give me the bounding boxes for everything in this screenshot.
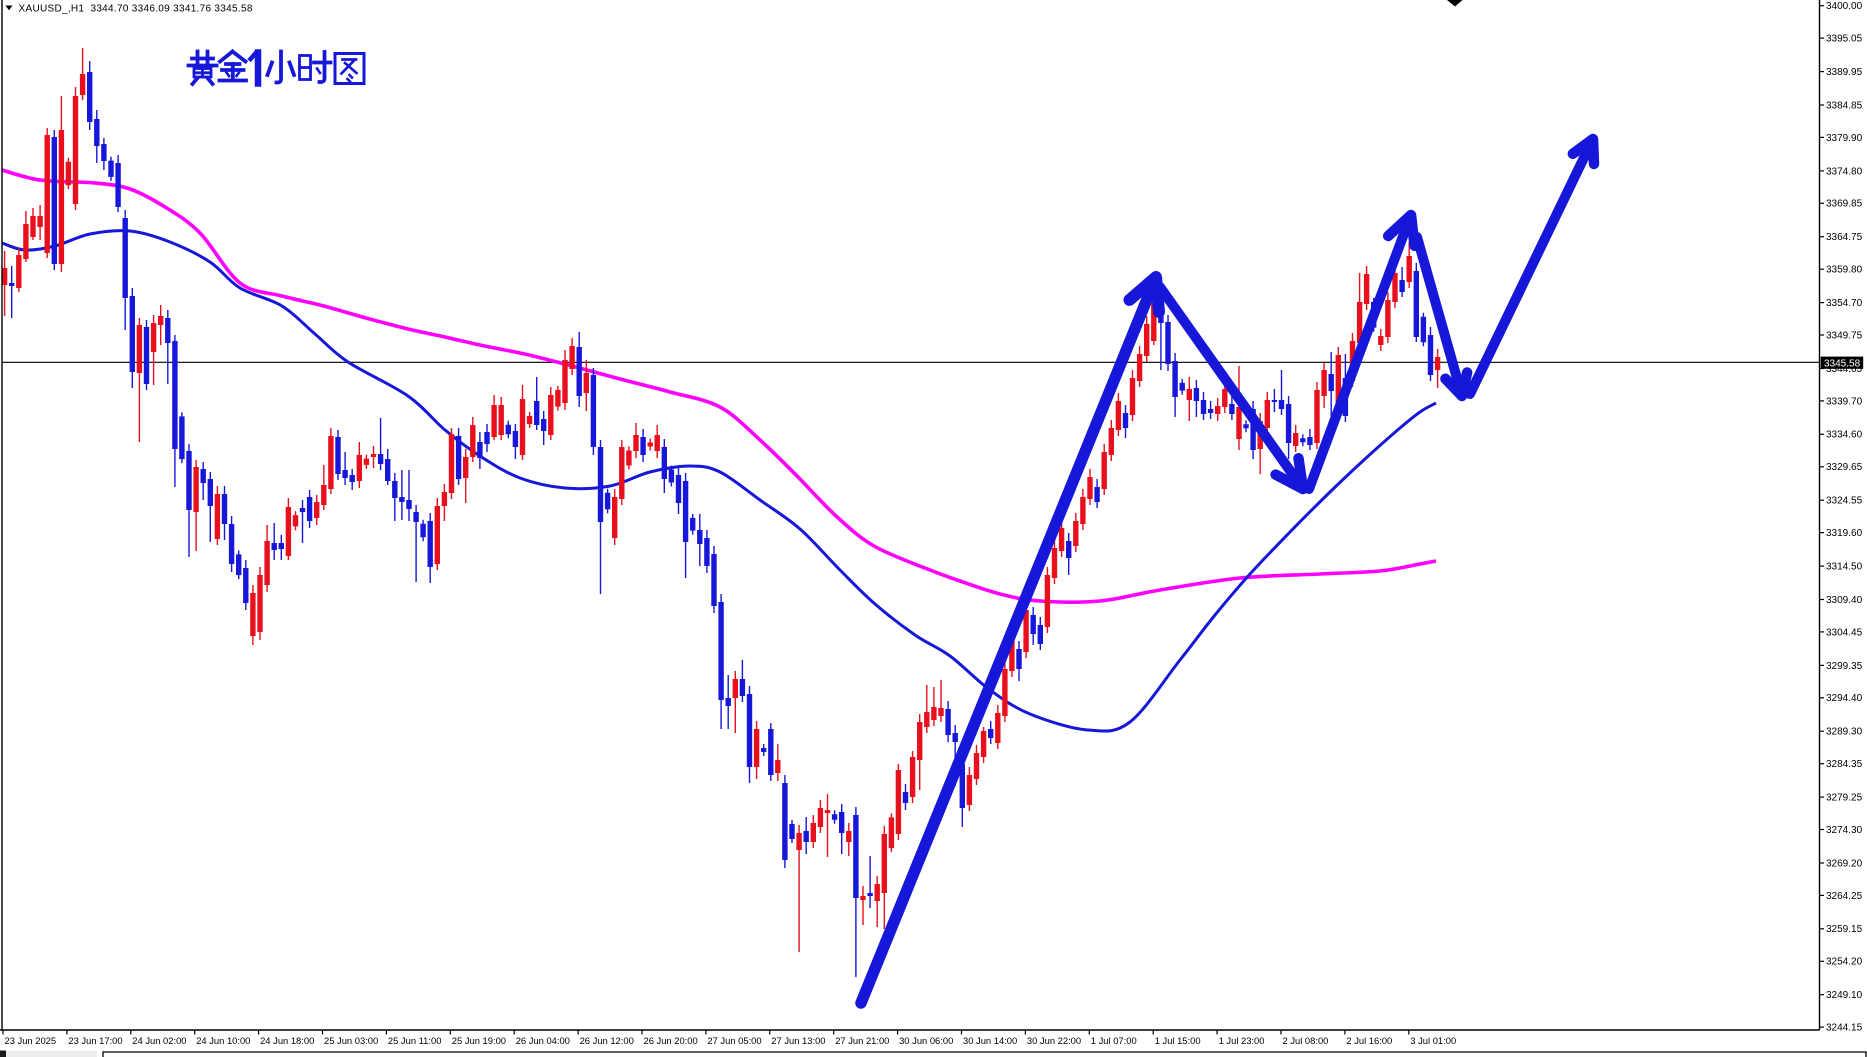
- svg-text:30 Jun 22:00: 30 Jun 22:00: [1027, 1035, 1081, 1046]
- svg-text:3354.70: 3354.70: [1826, 298, 1863, 309]
- svg-text:3264.25: 3264.25: [1826, 891, 1863, 902]
- svg-text:3359.80: 3359.80: [1826, 265, 1863, 276]
- svg-text:3369.85: 3369.85: [1826, 199, 1863, 210]
- svg-text:3339.70: 3339.70: [1826, 396, 1863, 407]
- svg-text:3309.40: 3309.40: [1826, 595, 1863, 606]
- svg-text:23 Jun 2025: 23 Jun 2025: [5, 1035, 57, 1046]
- svg-text:26 Jun 12:00: 26 Jun 12:00: [580, 1035, 634, 1046]
- svg-text:2 Jul 16:00: 2 Jul 16:00: [1346, 1035, 1392, 1046]
- svg-text:30 Jun 06:00: 30 Jun 06:00: [899, 1035, 953, 1046]
- svg-text:3349.75: 3349.75: [1826, 330, 1863, 341]
- svg-text:1 Jul 15:00: 1 Jul 15:00: [1155, 1035, 1201, 1046]
- svg-text:2 Jul 08:00: 2 Jul 08:00: [1283, 1035, 1329, 1046]
- svg-text:3254.20: 3254.20: [1826, 957, 1863, 968]
- svg-text:3299.35: 3299.35: [1826, 661, 1863, 672]
- svg-text:3384.85: 3384.85: [1826, 100, 1863, 111]
- svg-text:3274.30: 3274.30: [1826, 825, 1863, 836]
- svg-text:25 Jun 03:00: 25 Jun 03:00: [324, 1035, 378, 1046]
- svg-text:24 Jun 02:00: 24 Jun 02:00: [132, 1035, 186, 1046]
- svg-text:25 Jun 11:00: 25 Jun 11:00: [388, 1035, 442, 1046]
- svg-text:3304.45: 3304.45: [1826, 627, 1863, 638]
- svg-text:3279.25: 3279.25: [1826, 793, 1863, 804]
- svg-text:26 Jun 20:00: 26 Jun 20:00: [644, 1035, 698, 1046]
- svg-text:XAUUSD_,H1 3344.70 3346.09 33: XAUUSD_,H1 3344.70 3346.09 3341.76 3345.…: [19, 4, 253, 15]
- svg-text:27 Jun 05:00: 27 Jun 05:00: [707, 1035, 761, 1046]
- svg-text:3289.30: 3289.30: [1826, 727, 1863, 738]
- svg-text:3259.15: 3259.15: [1826, 924, 1863, 935]
- svg-text:3329.65: 3329.65: [1826, 462, 1863, 473]
- svg-text:3324.55: 3324.55: [1826, 496, 1863, 507]
- svg-text:3379.90: 3379.90: [1826, 133, 1863, 144]
- svg-text:3374.80: 3374.80: [1826, 166, 1863, 177]
- svg-text:3294.40: 3294.40: [1826, 693, 1863, 704]
- svg-text:25 Jun 19:00: 25 Jun 19:00: [452, 1035, 506, 1046]
- svg-text:3319.60: 3319.60: [1826, 528, 1863, 539]
- svg-text:1 Jul 23:00: 1 Jul 23:00: [1219, 1035, 1265, 1046]
- svg-text:27 Jun 13:00: 27 Jun 13:00: [771, 1035, 825, 1046]
- svg-text:3249.10: 3249.10: [1826, 990, 1863, 1001]
- svg-text:27 Jun 21:00: 27 Jun 21:00: [835, 1035, 889, 1046]
- svg-text:23 Jun 17:00: 23 Jun 17:00: [68, 1035, 122, 1046]
- svg-text:3 Jul 01:00: 3 Jul 01:00: [1410, 1035, 1456, 1046]
- svg-text:3269.20: 3269.20: [1826, 858, 1863, 869]
- svg-text:24 Jun 18:00: 24 Jun 18:00: [260, 1035, 314, 1046]
- svg-text:26 Jun 04:00: 26 Jun 04:00: [516, 1035, 570, 1046]
- svg-text:3389.95: 3389.95: [1826, 67, 1863, 78]
- svg-text:3344.65: 3344.65: [1826, 364, 1863, 375]
- svg-text:1 Jul 07:00: 1 Jul 07:00: [1091, 1035, 1137, 1046]
- svg-text:3345.58: 3345.58: [1824, 358, 1861, 369]
- svg-text:3364.75: 3364.75: [1826, 232, 1863, 243]
- svg-text:3334.60: 3334.60: [1826, 430, 1863, 441]
- svg-text:3395.05: 3395.05: [1826, 34, 1863, 45]
- svg-text:3314.50: 3314.50: [1826, 562, 1863, 573]
- svg-text:3400.00: 3400.00: [1826, 1, 1863, 12]
- svg-text:3284.35: 3284.35: [1826, 759, 1863, 770]
- svg-text:24 Jun 10:00: 24 Jun 10:00: [196, 1035, 250, 1046]
- svg-text:30 Jun 14:00: 30 Jun 14:00: [963, 1035, 1017, 1046]
- svg-text:3244.15: 3244.15: [1826, 1023, 1863, 1034]
